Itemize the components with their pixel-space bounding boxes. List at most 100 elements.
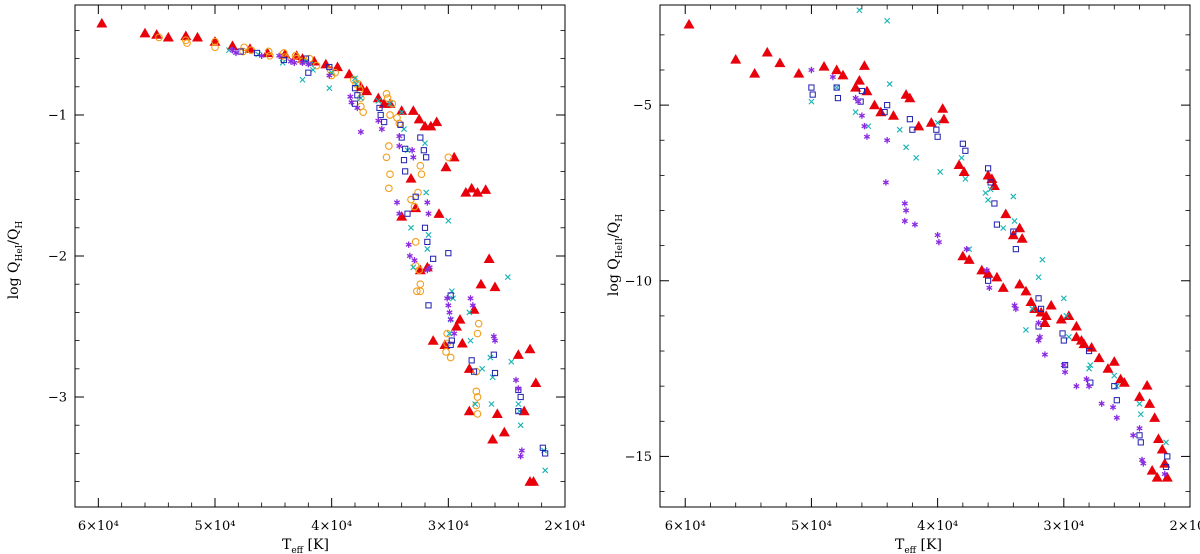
left-triangles-point-15 xyxy=(332,61,343,72)
left-asterisks-point-37 xyxy=(515,385,522,392)
left-crosses-point-9 xyxy=(357,95,364,102)
left-triangles-point-27 xyxy=(431,116,443,127)
left-crosses-point-33 xyxy=(517,422,524,429)
right-crosses-point-1 xyxy=(833,84,840,91)
left-triangles-point-16 xyxy=(343,68,355,79)
left-open-squares-point-8 xyxy=(377,111,384,119)
left-asterisks-point-31 xyxy=(451,330,458,337)
right-triangles-point-49 xyxy=(1086,342,1098,352)
left-open-squares-point-22 xyxy=(447,292,454,299)
right-crosses-point-0 xyxy=(808,98,815,105)
left-crosses-point-18 xyxy=(445,217,452,224)
right-crosses-point-15 xyxy=(985,196,992,203)
left-x-tick-label-3: 3×10⁴ xyxy=(428,519,469,534)
right-triangles-point-32 xyxy=(963,254,975,264)
left-open-squares-point-38 xyxy=(305,69,312,76)
left-open-circles-point-38 xyxy=(410,202,419,211)
right-triangles-point-8 xyxy=(837,69,849,80)
left-open-squares-point-19 xyxy=(424,238,431,245)
right-crosses-point-6 xyxy=(886,81,893,88)
right-triangles-point-51 xyxy=(1102,363,1114,373)
left-open-circles-point-51 xyxy=(446,353,455,362)
left-asterisks-point-36 xyxy=(512,376,520,384)
left-triangles-point-36 xyxy=(405,172,417,183)
right-open-squares-point-25 xyxy=(1085,347,1093,355)
right-crosses-point-31 xyxy=(1163,439,1170,446)
right-open-squares-point-13 xyxy=(962,147,969,154)
left-open-circles-point-53 xyxy=(474,319,483,328)
left-open-circles-point-16 xyxy=(312,61,321,70)
left-open-circles-point-10 xyxy=(279,49,288,57)
right-asterisks-point-22 xyxy=(1035,337,1042,344)
right-crosses-point-2 xyxy=(856,7,863,14)
left-open-circles-point-4 xyxy=(211,43,219,52)
right-open-squares-point-29 xyxy=(1136,432,1143,439)
left-open-squares-point-12 xyxy=(417,134,424,141)
right-triangles-point-57 xyxy=(1144,398,1156,408)
right-triangles-point-10 xyxy=(850,82,862,92)
right-asterisks-point-16 xyxy=(983,267,990,274)
right-triangles-point-39 xyxy=(1025,296,1037,306)
right-asterisks-point-33 xyxy=(1098,400,1105,407)
left-triangles-point-39 xyxy=(456,337,468,348)
right-series-open-squares xyxy=(808,84,1171,471)
left-open-squares-point-29 xyxy=(517,393,524,401)
left-open-squares-point-1 xyxy=(253,49,261,57)
right-open-squares-point-21 xyxy=(1037,305,1045,312)
left-open-circles-point-0 xyxy=(155,33,163,42)
left-triangles-point-42 xyxy=(475,278,487,289)
left-open-circles-point-45 xyxy=(416,280,425,289)
right-triangles-point-1 xyxy=(730,53,742,64)
right-crosses-point-7 xyxy=(896,126,903,133)
right-axis-ticks: 6×10⁴ 5×10⁴ 4×10⁴ 3×10⁴ 2×10⁴ −5 −10 −15 xyxy=(625,5,1200,534)
left-crosses-point-35 xyxy=(542,467,549,474)
left-open-squares-point-14 xyxy=(423,154,430,161)
right-triangles-point-9 xyxy=(853,75,865,85)
right-triangles-point-11 xyxy=(858,60,870,70)
left-crosses-point-16 xyxy=(425,231,432,238)
left-open-squares-point-2 xyxy=(280,56,287,64)
left-open-circles-point-8 xyxy=(264,47,273,56)
right-asterisks-point-8 xyxy=(882,179,889,186)
right-crosses-point-20 xyxy=(1035,274,1042,281)
right-crosses-point-32 xyxy=(966,246,973,253)
right-triangles-point-4 xyxy=(774,57,786,68)
left-triangles-point-14 xyxy=(320,58,332,69)
left-asterisks-point-11 xyxy=(354,104,361,112)
left-open-squares-point-35 xyxy=(404,210,411,217)
left-open-squares-point-24 xyxy=(468,357,475,364)
right-triangles-point-13 xyxy=(869,99,881,110)
right-crosses-point-27 xyxy=(1111,372,1118,379)
right-crosses-point-3 xyxy=(852,109,859,116)
left-triangles-point-18 xyxy=(361,85,373,96)
right-triangles-point-17 xyxy=(904,92,916,103)
left-open-circles-point-5 xyxy=(240,43,249,52)
right-open-squares-point-16 xyxy=(991,200,998,207)
right-triangles-point-61 xyxy=(1146,464,1158,475)
left-asterisks-point-23 xyxy=(424,199,431,206)
right-triangles-point-23 xyxy=(958,166,970,176)
left-open-squares-point-15 xyxy=(400,157,408,164)
left-crosses-point-40 xyxy=(408,224,414,231)
left-triangles-point-32 xyxy=(472,187,483,197)
right-triangles-point-62 xyxy=(1151,471,1163,482)
right-open-squares-point-8 xyxy=(906,116,913,123)
right-triangles-point-63 xyxy=(1161,471,1173,482)
right-asterisks-point-6 xyxy=(863,133,871,140)
left-open-circles-point-39 xyxy=(416,161,425,170)
right-open-squares-point-12 xyxy=(959,140,966,147)
left-x-axis-label: Teff [K] xyxy=(282,537,329,554)
left-open-circles-point-42 xyxy=(411,238,420,246)
right-triangles-point-20 xyxy=(937,103,949,113)
right-triangles-point-40 xyxy=(1029,303,1041,313)
right-crosses-point-10 xyxy=(934,119,941,126)
left-crosses-point-15 xyxy=(423,189,430,196)
right-triangles-point-34 xyxy=(982,268,994,278)
left-asterisks-point-38 xyxy=(518,447,525,454)
right-open-squares-point-3 xyxy=(834,94,842,102)
left-asterisks-point-10 xyxy=(348,99,355,106)
left-triangles-point-38 xyxy=(454,313,466,324)
left-triangles-point-5 xyxy=(192,31,203,42)
left-crosses-point-11 xyxy=(398,109,405,116)
